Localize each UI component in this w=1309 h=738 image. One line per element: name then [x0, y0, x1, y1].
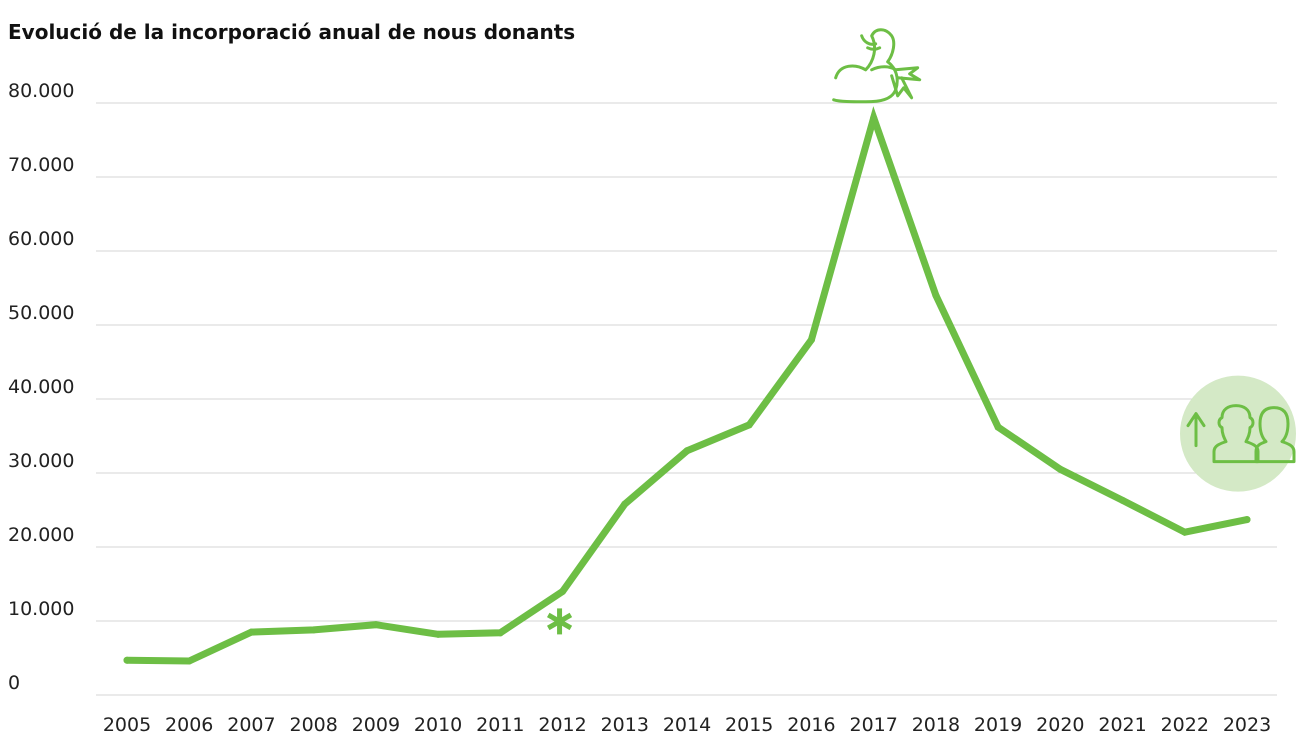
data-point — [1181, 528, 1189, 536]
data-point — [434, 630, 442, 638]
y-axis-ticks: 0 10.000 20.000 30.000 40.000 50.000 60.000 70.… — [8, 80, 74, 694]
x-tick-label: 2022 — [1161, 714, 1209, 736]
x-tick-label: 2008 — [289, 714, 337, 736]
x-tick-label: 2011 — [476, 714, 524, 736]
flexed-arm-ribbon-icon — [832, 28, 922, 104]
asterisk-icon — [547, 608, 573, 635]
data-point — [994, 423, 1002, 431]
y-tick-label: 20.000 — [8, 524, 74, 546]
x-tick-label: 2005 — [103, 714, 151, 736]
data-point — [621, 500, 629, 508]
y-tick-label: 50.000 — [8, 302, 74, 324]
data-point — [247, 628, 255, 636]
data-point — [932, 291, 940, 299]
x-tick-label: 2016 — [787, 714, 835, 736]
data-point — [683, 447, 691, 455]
x-tick-label: 2015 — [725, 714, 773, 736]
data-point — [745, 421, 753, 429]
data-point — [372, 621, 380, 629]
x-tick-label: 2014 — [663, 714, 711, 736]
x-tick-label: 2009 — [352, 714, 400, 736]
series-line-0 — [123, 106, 1251, 665]
data-point — [559, 587, 567, 595]
x-axis-ticks: 2005 2006 2007 2008 2009 2010 2011 2012 2013 2014… — [103, 714, 1271, 736]
y-tick-label: 40.000 — [8, 376, 74, 398]
y-tick-label: 80.000 — [8, 80, 74, 102]
x-tick-label: 2012 — [538, 714, 586, 736]
x-tick-label: 2006 — [165, 714, 213, 736]
grid-lines — [96, 102, 1277, 696]
data-point — [1243, 516, 1251, 524]
y-tick-label: 70.000 — [8, 154, 74, 176]
data-point — [870, 114, 878, 122]
y-tick-label: 10.000 — [8, 598, 74, 620]
y-tick-label: 60.000 — [8, 228, 74, 250]
data-point — [185, 657, 193, 665]
x-tick-label: 2017 — [849, 714, 897, 736]
people-growth-icon — [1180, 375, 1296, 492]
y-tick-label: 30.000 — [8, 450, 74, 472]
data-point — [807, 336, 815, 344]
x-tick-label: 2018 — [912, 714, 960, 736]
x-tick-label: 2010 — [414, 714, 462, 736]
x-tick-label: 2023 — [1223, 714, 1271, 736]
x-tick-label: 2020 — [1036, 714, 1084, 736]
data-point — [496, 629, 504, 637]
data-point — [123, 656, 131, 664]
y-tick-label: 0 — [8, 672, 20, 694]
data-point — [1119, 496, 1127, 504]
x-tick-label: 2019 — [974, 714, 1022, 736]
data-point — [1056, 465, 1064, 473]
x-tick-label: 2013 — [601, 714, 649, 736]
x-tick-label: 2021 — [1098, 714, 1146, 736]
x-tick-label: 2007 — [227, 714, 275, 736]
series-layer — [123, 106, 1251, 665]
data-point — [310, 626, 318, 634]
chart-title: Evolució de la incorporació anual de nou… — [8, 20, 576, 44]
